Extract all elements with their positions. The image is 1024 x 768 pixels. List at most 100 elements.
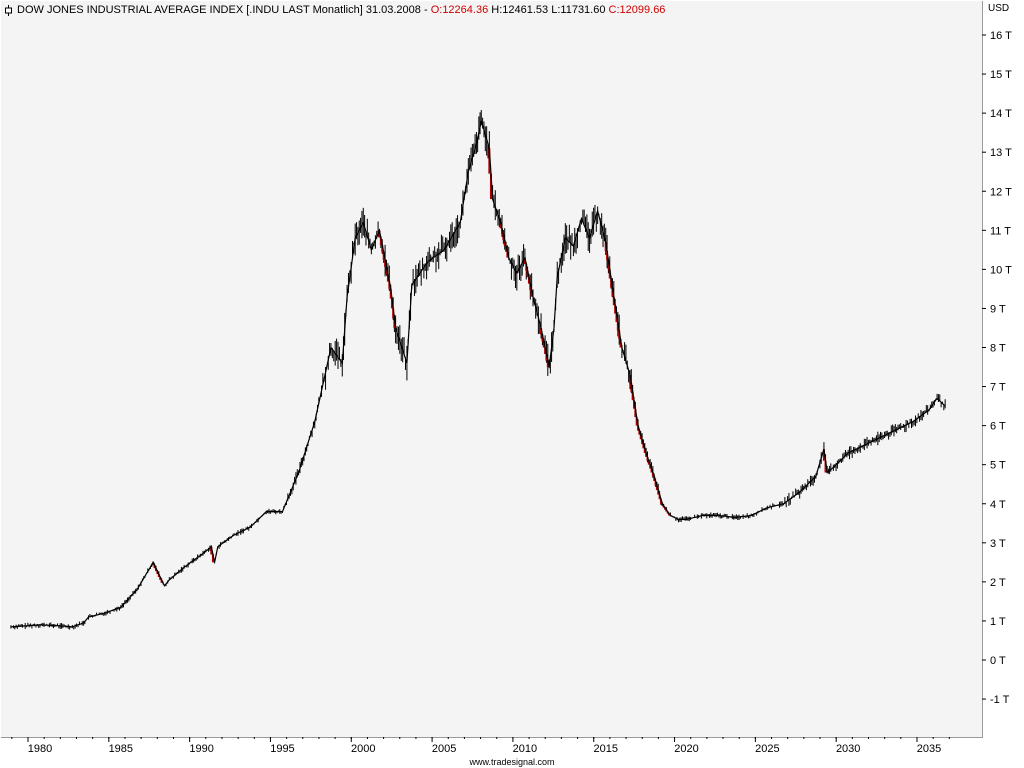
candle-body-down <box>659 499 662 504</box>
candle-body-down <box>822 449 825 461</box>
currency-label: USD <box>988 3 1010 14</box>
candle-body-down <box>637 425 640 431</box>
candle-body-down <box>545 354 548 361</box>
candle-body-down <box>544 347 547 355</box>
candle-body-down <box>527 277 530 284</box>
x-tick-label: 2005 <box>432 743 456 755</box>
candle-body-down <box>156 571 159 575</box>
candle-body-down <box>529 283 532 291</box>
candle-body-down <box>501 228 504 235</box>
candle-body-down <box>654 480 657 486</box>
candle-body-down <box>647 460 650 465</box>
chart-header: DOW JONES INDUSTRIAL AVERAGE INDEX [.IND… <box>4 3 665 17</box>
x-tick-label: 1980 <box>28 743 52 755</box>
candle-body-down <box>633 400 636 409</box>
candle-body-down <box>611 287 614 297</box>
candle-body-down <box>157 574 160 577</box>
candle-body-down <box>542 340 545 348</box>
y-tick-label: 0 T <box>990 655 1006 667</box>
candle-body-down <box>503 240 506 246</box>
candle-body-down <box>523 257 526 265</box>
candle-body-down <box>639 434 642 440</box>
candle-body-down <box>615 313 618 323</box>
candle-body-down <box>525 264 528 271</box>
plot-area <box>1 1 983 738</box>
y-tick-label: 16 T <box>990 30 1012 42</box>
close-label: C: <box>608 4 620 16</box>
candle-body-down <box>643 448 646 453</box>
candle-body-down <box>650 468 653 473</box>
y-tick-label: 12 T <box>990 186 1012 198</box>
candle-body-down <box>618 330 621 340</box>
y-tick-label: 9 T <box>990 303 1006 315</box>
candle-body-down <box>606 251 609 261</box>
high-label: H: <box>491 4 503 16</box>
candlestick-icon <box>5 4 12 16</box>
candle-body-down <box>385 266 388 275</box>
candle-body-down <box>546 360 549 368</box>
candle-body-down <box>530 290 533 297</box>
candle-body-down <box>614 305 617 314</box>
candle-body-down <box>628 374 631 384</box>
candle-body-down <box>384 259 387 267</box>
candle-body-down <box>645 452 648 457</box>
header-separator: - <box>423 4 428 16</box>
candle-body-down <box>159 576 162 580</box>
candle-body-down <box>657 490 660 495</box>
series-line <box>10 120 946 628</box>
candle-body-down <box>389 288 392 299</box>
candle-body-down <box>506 251 509 258</box>
y-tick-label: 2 T <box>990 577 1006 589</box>
open-label: O: <box>430 4 443 16</box>
y-tick-label: -1 T <box>990 694 1010 706</box>
candle-body-down <box>541 334 544 341</box>
candle-body-down <box>502 234 505 241</box>
candle-body-down <box>612 296 615 306</box>
source-footer[interactable]: www.tradesignal.com <box>469 757 555 767</box>
candle-body-down <box>152 562 155 566</box>
candle-body-down <box>824 460 827 473</box>
candle-body-down <box>154 568 157 572</box>
y-tick-label: 5 T <box>990 460 1006 472</box>
y-tick-label: 6 T <box>990 421 1006 433</box>
candle-body-down <box>649 464 652 469</box>
y-tick-label: 14 T <box>990 108 1012 120</box>
x-tick-label: 2000 <box>351 743 375 755</box>
candle-body-down <box>641 439 644 444</box>
candle-body-down <box>638 430 641 435</box>
candle-body-down <box>630 383 633 392</box>
candle-body-down <box>655 485 658 491</box>
candle-body-down <box>635 417 638 426</box>
candle-body-down <box>526 270 529 278</box>
y-tick-label: 13 T <box>990 147 1012 159</box>
instrument-name: DOW JONES INDUSTRIAL AVERAGE INDEX [.IND… <box>17 4 363 16</box>
y-tick-label: 15 T <box>990 69 1012 81</box>
candle-body-down <box>489 173 492 200</box>
y-tick-label: 3 T <box>990 538 1006 550</box>
candle-body-down <box>540 327 543 335</box>
header-date: 31.03.2008 <box>365 4 421 16</box>
candle-body-down <box>604 242 607 252</box>
x-tick-label: 2025 <box>755 743 779 755</box>
candle-body-down <box>488 148 491 174</box>
candle-body-down <box>505 245 508 252</box>
candle-body-down <box>610 278 613 288</box>
candle-body-down <box>386 274 389 282</box>
x-tick-label: 1985 <box>109 743 133 755</box>
high-value: 12461.53 <box>502 4 549 16</box>
y-tick-label: 7 T <box>990 382 1006 394</box>
x-tick-label: 2015 <box>593 743 617 755</box>
candle-body-down <box>393 318 396 328</box>
y-tick-label: 8 T <box>990 343 1006 355</box>
candle-body-down <box>658 494 661 500</box>
x-tick-label: 1990 <box>189 743 213 755</box>
candle-body-down <box>608 269 611 279</box>
candle-body-down <box>619 339 622 348</box>
candle-body-down <box>616 322 619 331</box>
candle-body-down <box>499 222 502 229</box>
candle-body-down <box>378 230 381 238</box>
candle-body-down <box>379 237 382 245</box>
x-tick-label: 1995 <box>270 743 294 755</box>
candle-body-down <box>642 443 645 449</box>
